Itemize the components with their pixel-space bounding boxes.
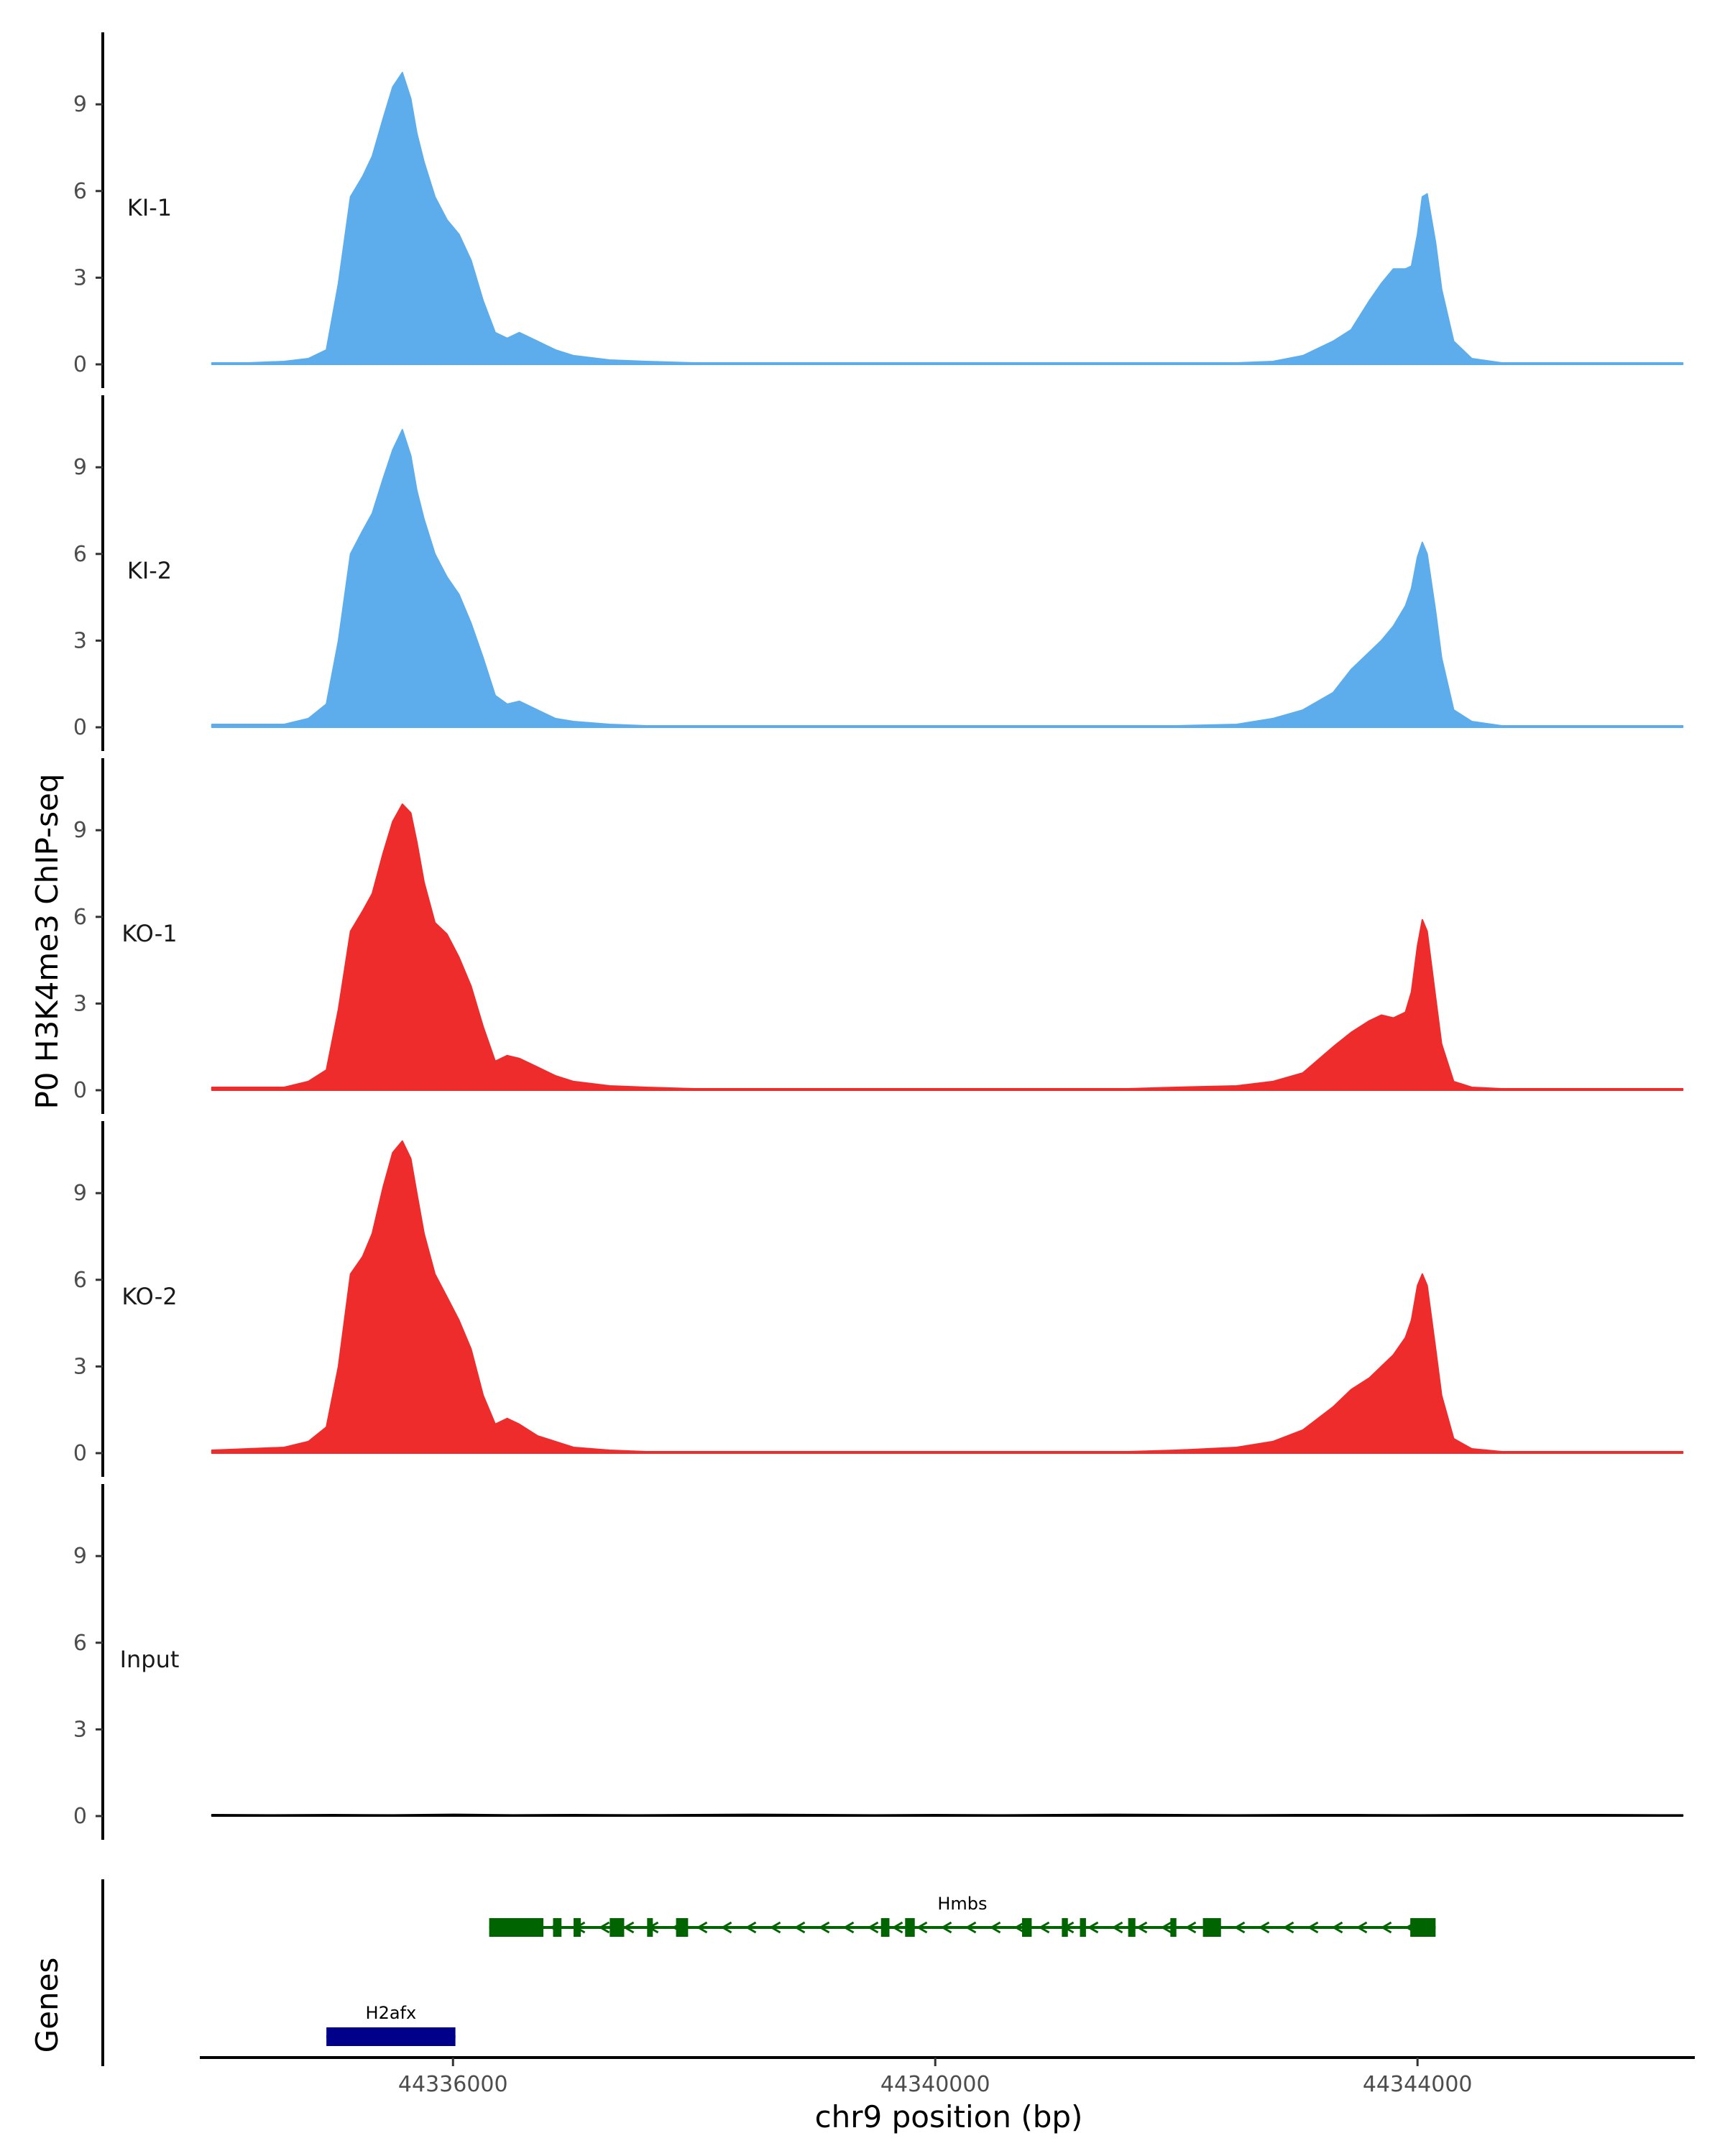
gene-exon (1410, 1918, 1436, 1937)
strand-arrow (1013, 1921, 1026, 1934)
strand-arrow (598, 1921, 610, 1934)
track-ko-2: 0 3 6 9 KO-2 (73, 1121, 1684, 1477)
gene-exon (553, 1918, 562, 1937)
strand-arrow (1258, 1921, 1270, 1934)
gene-label: H2afx (366, 2003, 417, 2023)
y-axis-title: P0 H3K4me3 ChIP-seq (29, 773, 65, 1109)
x-axis: 44336000 44340000 44344000 (200, 2056, 1695, 2097)
strand-arrow (842, 1921, 855, 1934)
strand-arrow (1282, 1921, 1294, 1934)
y-tick-label: 9 (73, 92, 87, 117)
coverage-tracks: 0 3 6 9 KI-1 0 3 6 9 KI-2 0 3 6 9 KO-1 0 3 6 9 KO-2 0 3 6 9 Inpu… (73, 32, 1684, 1840)
strand-arrow (1087, 1921, 1099, 1934)
track-ki-1: 0 3 6 9 KI-1 (73, 32, 1684, 388)
strand-arrow (965, 1921, 977, 1934)
gene-track: Hmbs H2afx (101, 1879, 1436, 2066)
x-tick-label: 44340000 (880, 2072, 990, 2097)
y-tick-label: 9 (73, 1181, 87, 1206)
gene-exon (1062, 1918, 1068, 1937)
strand-arrow (1136, 1921, 1148, 1934)
gene-exon (880, 1918, 890, 1937)
gene-exon (574, 1918, 581, 1937)
x-tick-label: 44336000 (398, 2072, 508, 2097)
strand-arrow (745, 1921, 757, 1934)
strand-arrow (720, 1921, 732, 1934)
gene-h2afx: H2afx (326, 2003, 456, 2046)
genes-axis-title: Genes (29, 1958, 65, 2053)
y-tick-label: 3 (73, 628, 87, 653)
strand-arrow (1307, 1921, 1319, 1934)
coverage-area (211, 1813, 1684, 1817)
y-tick-label: 6 (73, 1631, 87, 1656)
gene-exon (676, 1918, 689, 1937)
y-tick-label: 6 (73, 179, 87, 204)
strand-arrow (891, 1921, 903, 1934)
coverage-area (211, 1140, 1684, 1454)
y-tick-label: 9 (73, 818, 87, 843)
gene-exon (326, 2027, 456, 2046)
gene-exon (905, 1918, 915, 1937)
y-tick-label: 0 (73, 1441, 87, 1466)
coverage-area (211, 803, 1684, 1091)
strand-arrow (1380, 1921, 1392, 1934)
gene-exon (610, 1918, 625, 1937)
strand-arrow (696, 1921, 708, 1934)
x-axis-title: chr9 position (bp) (815, 2099, 1083, 2134)
gene-exon (1080, 1918, 1086, 1937)
strand-arrow (1356, 1921, 1368, 1934)
gene-exon (647, 1918, 653, 1937)
gene-exon (1022, 1918, 1032, 1937)
strand-arrow (622, 1921, 635, 1934)
strand-arrow (940, 1921, 952, 1934)
gene-hmbs: Hmbs (489, 1894, 1436, 1937)
y-tick-label: 9 (73, 1544, 87, 1569)
strand-arrow (769, 1921, 781, 1934)
coverage-area (211, 72, 1684, 365)
strand-arrow (1111, 1921, 1123, 1934)
y-tick-label: 0 (73, 715, 87, 740)
y-tick-label: 6 (73, 1268, 87, 1293)
strand-arrow (1160, 1921, 1172, 1934)
strand-arrow (989, 1921, 1001, 1934)
y-tick-label: 6 (73, 905, 87, 930)
x-tick-label: 44344000 (1363, 2072, 1473, 2097)
y-tick-label: 3 (73, 991, 87, 1016)
gene-exon (1170, 1918, 1177, 1937)
strand-arrow (794, 1921, 806, 1934)
track-input: 0 3 6 9 Input (73, 1484, 1684, 1840)
strand-arrow (1331, 1921, 1343, 1934)
y-tick-label: 9 (73, 455, 87, 480)
strand-arrow (1233, 1921, 1246, 1934)
strand-arrow (818, 1921, 830, 1934)
track-label: KO-2 (121, 1283, 177, 1310)
y-tick-label: 3 (73, 265, 87, 290)
y-tick-label: 3 (73, 1717, 87, 1742)
gene-exon (489, 1918, 544, 1937)
strand-arrow (916, 1921, 928, 1934)
gene-exon (1128, 1918, 1136, 1937)
track-ko-1: 0 3 6 9 KO-1 (73, 758, 1684, 1114)
y-tick-label: 0 (73, 1804, 87, 1829)
y-tick-label: 6 (73, 542, 87, 567)
track-label: KO-1 (121, 920, 177, 947)
track-label: KI-1 (127, 194, 172, 221)
strand-arrow (1184, 1921, 1197, 1934)
track-label: KI-2 (127, 557, 172, 584)
gene-label: Hmbs (937, 1894, 987, 1914)
gene-exon (1202, 1918, 1221, 1937)
track-ki-2: 0 3 6 9 KI-2 (73, 395, 1684, 751)
y-tick-label: 0 (73, 1078, 87, 1103)
strand-arrow (867, 1921, 879, 1934)
y-tick-label: 3 (73, 1354, 87, 1379)
track-label: Input (120, 1646, 180, 1673)
strand-arrow (1038, 1921, 1050, 1934)
y-tick-label: 0 (73, 352, 87, 377)
coverage-area (211, 428, 1684, 728)
